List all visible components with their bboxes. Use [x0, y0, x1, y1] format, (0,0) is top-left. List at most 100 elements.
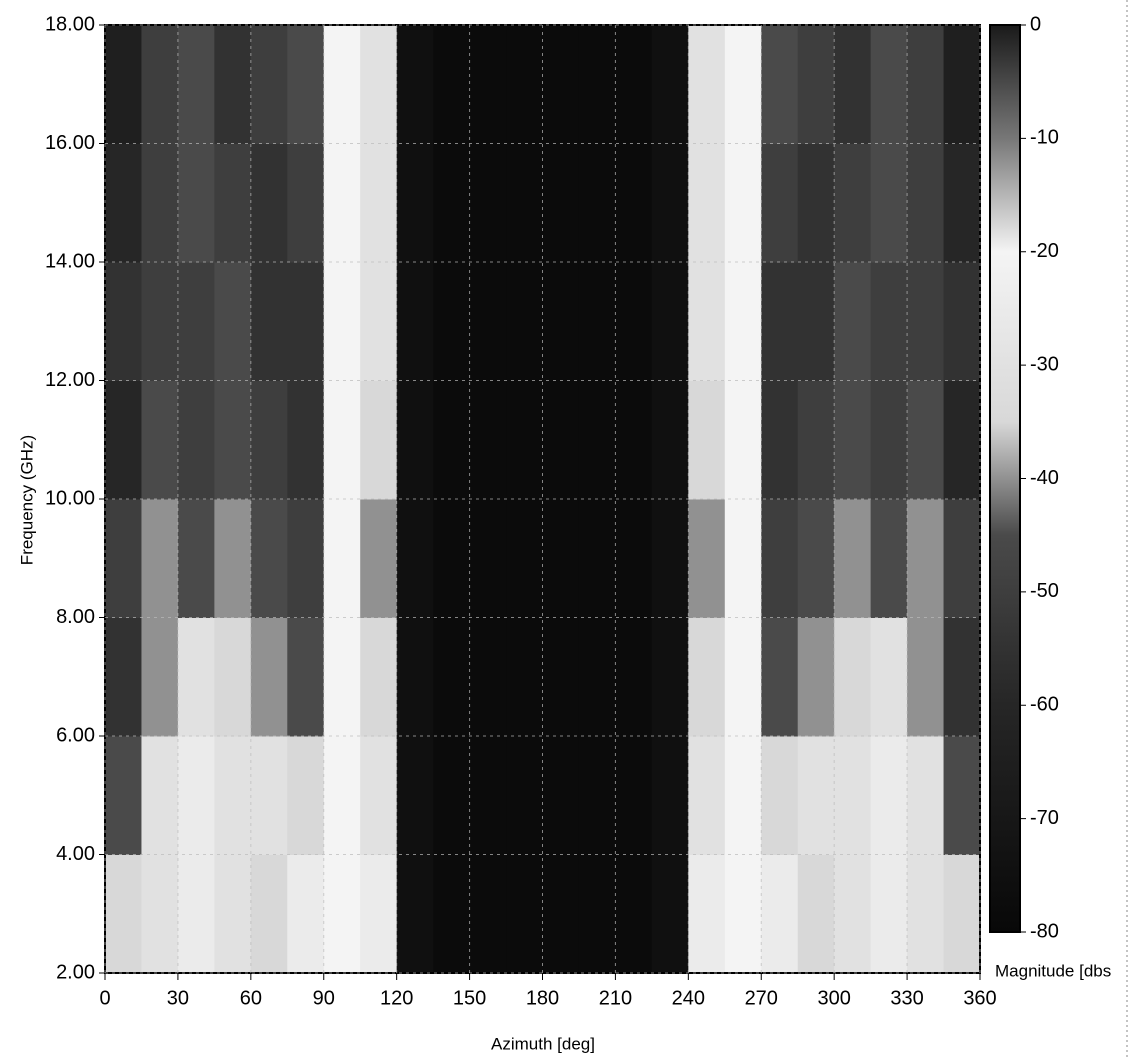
heat-cell: [651, 736, 689, 855]
heat-cell: [761, 143, 799, 263]
heat-cell: [834, 262, 872, 381]
heat-cell: [542, 143, 580, 263]
x-tick-label: 30: [167, 987, 189, 1009]
heat-cell: [688, 617, 726, 737]
heat-cell: [396, 736, 434, 855]
heat-cell: [615, 380, 653, 500]
colorbar-title: Magnitude [dbs: [995, 961, 1111, 980]
heat-cell: [360, 617, 398, 737]
heat-cell: [870, 617, 908, 737]
heat-cell: [943, 262, 981, 381]
heat-cell: [651, 617, 689, 737]
heat-cell: [506, 380, 543, 500]
colorbar: [989, 24, 1021, 933]
heat-cell: [724, 499, 762, 618]
heat-cell: [214, 617, 252, 737]
heat-cell: [797, 143, 835, 263]
x-tick-label: 240: [672, 987, 705, 1009]
heat-cell: [724, 143, 762, 263]
heat-cell: [396, 617, 434, 737]
colorbar-tick-label: -70: [1030, 807, 1059, 829]
heat-cell: [506, 262, 543, 381]
heat-cell: [870, 380, 908, 500]
y-tick-label: 8.00: [56, 606, 95, 628]
heat-cell: [615, 143, 653, 263]
heat-cell: [542, 736, 580, 855]
heat-cell: [834, 25, 872, 144]
heat-cell: [105, 25, 142, 144]
heat-cell: [542, 854, 580, 974]
y-tick-label: 14.00: [45, 250, 95, 272]
heat-cell: [360, 854, 398, 974]
heat-cell: [797, 617, 835, 737]
heat-cell: [651, 499, 689, 618]
heat-cell: [141, 499, 179, 618]
heat-cell: [360, 736, 398, 855]
x-tick-label: 330: [890, 987, 923, 1009]
heat-cell: [506, 854, 543, 974]
x-tick-label: 60: [240, 987, 262, 1009]
heat-cell: [433, 617, 471, 737]
heat-cell: [360, 262, 398, 381]
heat-cell: [506, 499, 543, 618]
y-tick-label: 4.00: [56, 843, 95, 865]
colorbar-tick-label: -10: [1030, 127, 1059, 149]
heat-cell: [578, 499, 616, 618]
heat-cell: [250, 736, 288, 855]
heat-cell: [506, 25, 543, 144]
heat-cell: [396, 25, 434, 144]
heat-cell: [396, 262, 434, 381]
heat-cell: [105, 380, 142, 500]
heat-cell: [724, 262, 762, 381]
heat-cell: [250, 499, 288, 618]
heat-cell: [287, 617, 325, 737]
heat-cell: [469, 854, 507, 974]
heat-cell: [688, 25, 726, 144]
colorbar-tick-label: -40: [1030, 467, 1059, 489]
heat-cell: [724, 25, 762, 144]
heat-cell: [250, 262, 288, 381]
heat-cell: [651, 262, 689, 381]
heat-cell: [141, 262, 179, 381]
x-axis-title: Azimuth [deg]: [491, 1034, 595, 1053]
heat-cell: [323, 380, 361, 500]
heat-cell: [797, 854, 835, 974]
x-tick-label: 150: [453, 987, 486, 1009]
y-tick-label: 18.00: [45, 13, 95, 35]
heat-cell: [360, 143, 398, 263]
heat-cell: [615, 736, 653, 855]
heat-cell: [323, 262, 361, 381]
heat-cell: [834, 143, 872, 263]
heat-cell: [724, 854, 762, 974]
heat-cell: [287, 854, 325, 974]
heat-cell: [396, 143, 434, 263]
heat-cell: [834, 854, 872, 974]
heat-cell: [943, 143, 981, 263]
heat-cell: [433, 736, 471, 855]
heat-cell: [177, 143, 215, 263]
heat-cell: [433, 25, 471, 144]
heat-cell: [433, 143, 471, 263]
heat-cell: [761, 262, 799, 381]
heat-cell: [907, 499, 945, 618]
x-tick-label: 0: [99, 987, 110, 1009]
heat-cell: [323, 25, 361, 144]
heat-cell: [287, 499, 325, 618]
heat-cell: [870, 143, 908, 263]
heat-cell: [651, 143, 689, 263]
heat-cell: [797, 736, 835, 855]
colorbar-tick-label: -30: [1030, 353, 1059, 375]
colorbar-tick-label: 0: [1030, 13, 1041, 35]
heat-cell: [724, 736, 762, 855]
heat-cell: [141, 617, 179, 737]
heat-cell: [834, 617, 872, 737]
heat-cell: [214, 499, 252, 618]
heat-cell: [250, 854, 288, 974]
heat-cell: [615, 25, 653, 144]
heat-cell: [870, 262, 908, 381]
colorbar-tick-label: -80: [1030, 920, 1059, 942]
heat-cell: [323, 736, 361, 855]
heat-cell: [506, 143, 543, 263]
heat-cell: [433, 499, 471, 618]
heat-cell: [542, 25, 580, 144]
